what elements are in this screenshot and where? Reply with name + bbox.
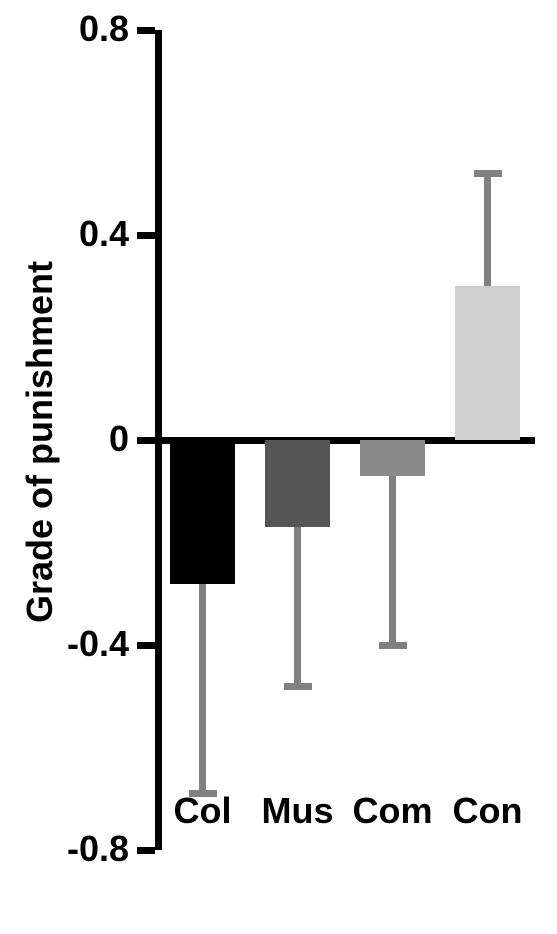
category-label: Con [440,790,535,832]
y-tick [137,642,155,649]
bar [455,286,520,440]
errorbar [294,527,301,686]
y-tick [137,437,155,444]
bar [265,440,330,527]
errorbar [484,174,491,287]
chart: Grade of punishment -0.8-0.400.40.8ColMu… [0,0,557,934]
y-tick [137,232,155,239]
errorbar [199,584,206,794]
errorbar-cap [474,170,502,177]
bar [360,440,425,476]
category-label: Mus [250,790,345,832]
plot-area [155,30,535,850]
y-tick-label: -0.8 [37,828,129,870]
errorbar-cap [284,683,312,690]
y-tick-label: 0.8 [37,8,129,50]
y-tick [137,847,155,854]
category-label: Com [345,790,440,832]
errorbar-cap [379,642,407,649]
category-label: Col [155,790,250,832]
errorbar [389,476,396,645]
y-tick-label: -0.4 [37,623,129,665]
bar [170,440,235,584]
y-tick [137,27,155,34]
y-tick-label: 0.4 [37,213,129,255]
y-tick-label: 0 [37,418,129,460]
